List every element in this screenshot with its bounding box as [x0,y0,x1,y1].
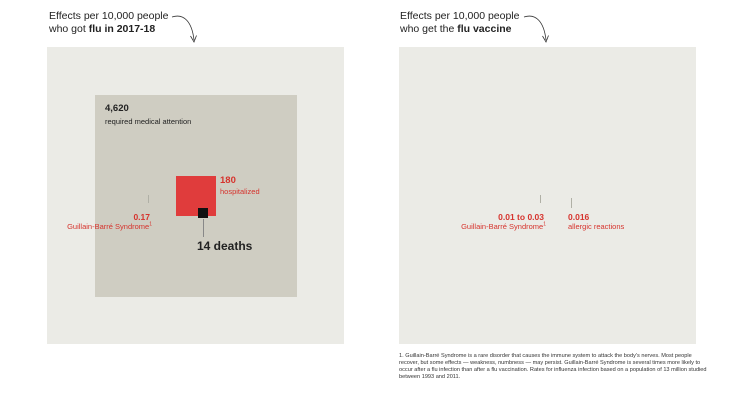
gbs-vaccine-tick [540,195,541,203]
gbs-vaccine-value: 0.01 to 0.03 [498,212,544,222]
gbs-flu-tick [148,195,149,203]
deaths-square [198,208,208,218]
allergic-label: allergic reactions [568,222,625,231]
medical-value: 4,620 [105,103,129,114]
medical-label: required medical attention [105,117,192,126]
gbs-flu-label: Guillain-Barré Syndrome1 [67,221,152,231]
deaths-label: 14 deaths [197,239,253,253]
allergic-tick [571,198,572,208]
deaths-leader-line [203,219,204,237]
right-heading-line1: Effects per 10,000 people [400,10,520,22]
gbs-vaccine-label: Guillain-Barré Syndrome1 [461,221,546,231]
footnote: 1. Guillain-Barré Syndrome is a rare dis… [399,353,707,380]
right-arrow-icon [523,15,549,43]
left-heading-bold: flu in 2017-18 [88,22,156,35]
allergic-value: 0.016 [568,212,590,222]
hospitalized-value: 180 [220,175,236,186]
right-heading-bold: flu vaccine [457,22,512,35]
right-heading: Effects per 10,000 people who get the fl… [400,10,519,35]
gbs-flu-value: 0.17 [133,212,150,222]
hospitalized-square [176,176,216,216]
right-heading-line2: who get the flu vaccine [400,22,512,35]
population-square-vaccine [399,47,696,344]
left-heading-line2: who got flu in 2017-18 [49,22,156,35]
left-heading: Effects per 10,000 people who got flu in… [49,10,168,35]
hospitalized-label: hospitalized [220,187,260,196]
left-arrow-icon [171,15,197,43]
left-heading-line1: Effects per 10,000 people [49,10,169,22]
